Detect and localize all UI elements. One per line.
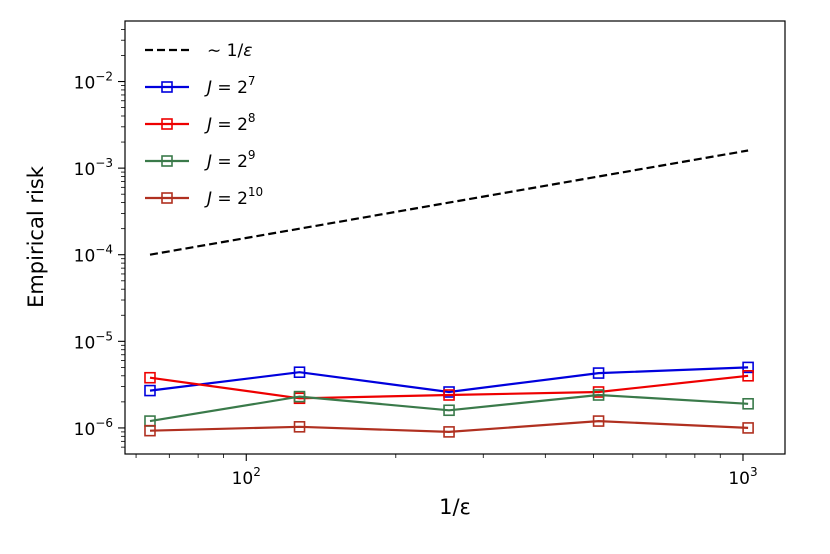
legend-marker (161, 192, 173, 204)
legend-label: J = 28 (204, 111, 256, 135)
series-line (149, 419, 749, 434)
data-point (592, 367, 605, 379)
plot-marks (144, 149, 754, 438)
data-point (592, 415, 605, 427)
legend-label: J = 27 (204, 74, 256, 98)
legend-label: J = 210 (204, 185, 263, 209)
x-tick-label: 103 (728, 465, 757, 489)
data-point (742, 361, 754, 374)
legend-marker (161, 81, 173, 93)
data-point (443, 389, 455, 401)
series-line (149, 366, 749, 394)
legend: ∼ 1/ε J = 27 J = 28 J = 29 J = 210 (145, 41, 263, 209)
data-point (293, 366, 306, 379)
y-axis-label-text: Empirical risk (24, 165, 48, 308)
series-line (149, 393, 749, 423)
y-tick-label: 10−4 (74, 243, 113, 267)
data-point (293, 421, 306, 433)
legend-marker (161, 155, 173, 167)
data-point (144, 424, 156, 437)
x-tick-label: 102 (232, 465, 261, 489)
data-point (742, 397, 754, 410)
data-point (742, 369, 754, 382)
series-line (149, 374, 749, 400)
y-tick-label: 10−6 (74, 416, 113, 440)
axes: 102 103 10−6 10−5 10−4 10−3 10−2 (74, 28, 758, 489)
data-point (293, 390, 306, 403)
y-axis-label: Empirical risk (24, 165, 48, 308)
x-axis-label: 1/ε (439, 495, 471, 519)
plot-frame (124, 20, 786, 455)
y-tick-label: 10−2 (74, 70, 113, 94)
data-point (742, 422, 754, 434)
data-point (592, 389, 605, 401)
data-point (144, 384, 156, 397)
series-line (149, 149, 749, 256)
y-tick-label: 10−3 (74, 156, 113, 180)
data-point (443, 404, 455, 417)
data-point (144, 371, 156, 384)
legend-marker (161, 118, 173, 130)
y-tick-label: 10−5 (74, 329, 113, 353)
x-axis-label-text: 1/ε (439, 495, 471, 519)
legend-label: ∼ 1/ε (207, 41, 252, 61)
legend-label: J = 29 (204, 148, 256, 172)
data-point (443, 426, 455, 438)
